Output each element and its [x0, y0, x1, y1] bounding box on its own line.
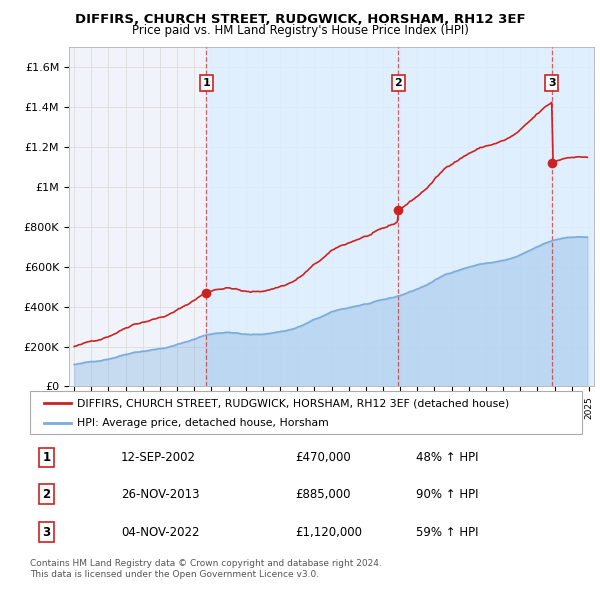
Text: 90% ↑ HPI: 90% ↑ HPI: [416, 487, 479, 501]
Text: HPI: Average price, detached house, Horsham: HPI: Average price, detached house, Hors…: [77, 418, 329, 428]
Text: £470,000: £470,000: [295, 451, 351, 464]
Text: DIFFIRS, CHURCH STREET, RUDGWICK, HORSHAM, RH12 3EF (detached house): DIFFIRS, CHURCH STREET, RUDGWICK, HORSHA…: [77, 398, 509, 408]
Text: 3: 3: [548, 78, 556, 88]
Text: 59% ↑ HPI: 59% ↑ HPI: [416, 526, 479, 539]
FancyBboxPatch shape: [30, 391, 582, 434]
Text: 26-NOV-2013: 26-NOV-2013: [121, 487, 200, 501]
Text: £885,000: £885,000: [295, 487, 350, 501]
Text: 48% ↑ HPI: 48% ↑ HPI: [416, 451, 479, 464]
Text: 3: 3: [43, 526, 50, 539]
Text: Contains HM Land Registry data © Crown copyright and database right 2024.: Contains HM Land Registry data © Crown c…: [30, 559, 382, 568]
Text: This data is licensed under the Open Government Licence v3.0.: This data is licensed under the Open Gov…: [30, 570, 319, 579]
Text: Price paid vs. HM Land Registry's House Price Index (HPI): Price paid vs. HM Land Registry's House …: [131, 24, 469, 37]
Text: 2: 2: [395, 78, 402, 88]
Bar: [398, 47, 552, 386]
Bar: [206, 47, 398, 386]
Text: 1: 1: [203, 78, 211, 88]
Text: DIFFIRS, CHURCH STREET, RUDGWICK, HORSHAM, RH12 3EF: DIFFIRS, CHURCH STREET, RUDGWICK, HORSHA…: [74, 13, 526, 26]
Text: 04-NOV-2022: 04-NOV-2022: [121, 526, 200, 539]
Text: 12-SEP-2002: 12-SEP-2002: [121, 451, 196, 464]
Text: £1,120,000: £1,120,000: [295, 526, 362, 539]
Text: 2: 2: [43, 487, 50, 501]
Bar: [552, 47, 594, 386]
Text: 1: 1: [43, 451, 50, 464]
